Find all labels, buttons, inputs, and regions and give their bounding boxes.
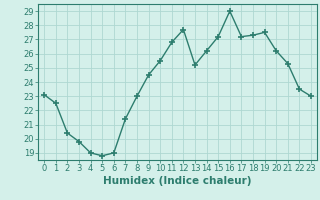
X-axis label: Humidex (Indice chaleur): Humidex (Indice chaleur): [103, 176, 252, 186]
